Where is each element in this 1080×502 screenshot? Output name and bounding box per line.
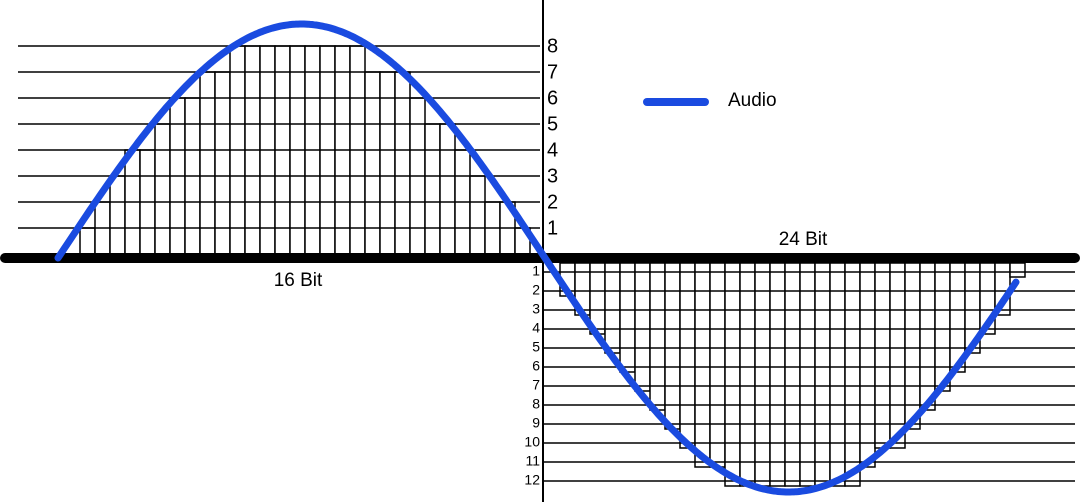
- step-bar: [379, 71, 396, 255]
- step-bar: [844, 262, 861, 487]
- level-label: 11: [525, 453, 540, 469]
- step-bar: [154, 123, 171, 255]
- step-bar: [199, 71, 216, 255]
- step-bar: [784, 262, 801, 487]
- step-bar: [724, 262, 741, 487]
- level-label: 3: [532, 301, 540, 317]
- level-label: 2: [547, 191, 558, 213]
- level-label: 6: [547, 87, 558, 109]
- step-bar: [1009, 262, 1026, 278]
- level-label: 10: [524, 434, 540, 450]
- level-label: 2: [532, 282, 540, 298]
- level-label: 12: [524, 472, 540, 488]
- lower-scale-label: 24 Bit: [779, 229, 828, 250]
- upper-scale-label: 16 Bit: [274, 270, 323, 291]
- legend-label: Audio: [728, 90, 777, 111]
- step-bar: [829, 262, 846, 487]
- step-bar: [859, 262, 876, 468]
- step-bar: [934, 262, 951, 392]
- step-bar: [709, 262, 726, 468]
- step-bar: [424, 123, 441, 255]
- step-bar: [664, 262, 681, 430]
- step-bar: [814, 262, 831, 487]
- level-label: 1: [532, 263, 540, 279]
- level-label: 4: [532, 320, 540, 336]
- step-bar: [739, 262, 756, 487]
- step-bar: [799, 262, 816, 487]
- step-bar: [79, 227, 96, 255]
- audio-wave: [54, 20, 1020, 496]
- step-bar: [694, 262, 711, 468]
- step-bar: [634, 262, 651, 392]
- level-label: 4: [547, 139, 558, 161]
- level-label: 1: [547, 217, 558, 239]
- step-bar: [619, 262, 636, 373]
- step-bar: [394, 71, 411, 255]
- step-bar: [904, 262, 921, 430]
- step-bar: [364, 71, 381, 255]
- step-bar: [439, 123, 456, 255]
- step-bar: [109, 175, 126, 255]
- level-label: 7: [532, 377, 540, 393]
- level-label: 5: [532, 339, 540, 355]
- step-bar: [469, 175, 486, 255]
- level-label: 8: [547, 35, 558, 57]
- step-bar: [649, 262, 666, 411]
- step-bar: [754, 262, 771, 487]
- level-label: 5: [547, 113, 558, 135]
- level-label: 9: [532, 415, 540, 431]
- level-label: 8: [532, 396, 540, 412]
- step-bar: [919, 262, 936, 411]
- level-label: 7: [547, 61, 558, 83]
- step-bar: [214, 71, 231, 255]
- level-label: 3: [547, 165, 558, 187]
- step-bar: [604, 262, 621, 354]
- step-bar: [769, 262, 786, 487]
- level-label: 6: [532, 358, 540, 374]
